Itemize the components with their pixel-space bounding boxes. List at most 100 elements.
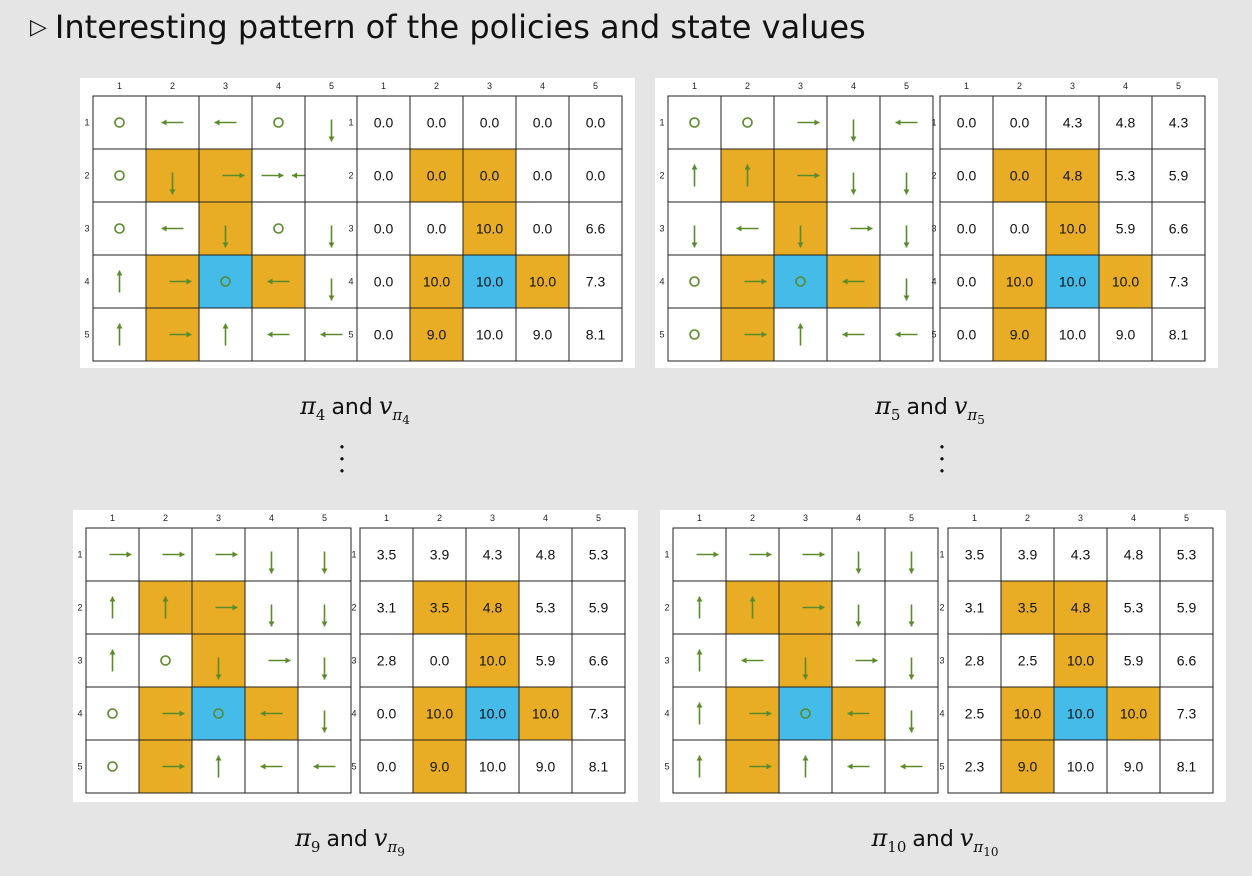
value-cell xyxy=(1053,633,1108,688)
left-arrow-icon xyxy=(267,331,290,338)
right-arrow-icon xyxy=(749,763,772,770)
value-row-header: 4 xyxy=(351,709,356,719)
down-arrow-icon xyxy=(321,604,328,627)
value-cell xyxy=(1045,201,1100,256)
down-arrow-icon xyxy=(268,604,275,627)
policy-cell xyxy=(251,201,306,256)
down-arrow-icon xyxy=(908,551,915,574)
state-value: 5.9 xyxy=(1116,221,1136,237)
right-arrow-icon xyxy=(215,551,238,558)
state-value: 8.1 xyxy=(586,327,606,343)
value-row-header: 5 xyxy=(348,330,353,340)
right-arrow-icon xyxy=(162,710,185,717)
value-cell xyxy=(1098,95,1153,150)
value-cell xyxy=(356,201,411,256)
state-value: 0.0 xyxy=(427,168,447,184)
state-value: 0.0 xyxy=(374,327,394,343)
state-value: 6.6 xyxy=(1177,653,1197,669)
value-cell xyxy=(992,307,1047,362)
policy-col-header: 1 xyxy=(110,513,115,523)
policy-cell xyxy=(92,148,147,203)
state-value: 0.0 xyxy=(533,115,553,131)
state-value: 7.3 xyxy=(1169,274,1189,290)
policy-cell xyxy=(85,739,140,794)
stay-circle-icon xyxy=(800,708,811,719)
state-value: 10.0 xyxy=(1067,759,1094,775)
state-value: 10.0 xyxy=(479,653,506,669)
value-cell xyxy=(1053,739,1108,794)
state-value: 9.0 xyxy=(533,327,553,343)
panel-pi9: 1 2 3 4 5 1 2 3 4 5 1 2 3 4 5 1 2 3 4 5 3.5 3.9 4.3 4.8 5.3 3.1 3.… xyxy=(73,510,638,802)
value-col-header: 3 xyxy=(490,513,495,523)
right-arrow-icon xyxy=(850,225,873,232)
policy-row-header: 4 xyxy=(84,277,89,287)
value-cell xyxy=(412,739,467,794)
value-cell xyxy=(356,148,411,203)
value-col-header: 2 xyxy=(1025,513,1030,523)
state-value: 10.0 xyxy=(476,274,503,290)
state-value: 10.0 xyxy=(1120,706,1147,722)
state-value: 0.0 xyxy=(480,168,500,184)
left-arrow-icon xyxy=(847,710,870,717)
value-cell xyxy=(409,307,464,362)
left-arrow-icon xyxy=(161,119,184,126)
state-value: 4.3 xyxy=(1071,547,1091,563)
value-cell xyxy=(1045,254,1100,309)
state-value: 10.0 xyxy=(529,274,556,290)
policy-col-header: 4 xyxy=(276,81,281,91)
value-col-header: 1 xyxy=(381,81,386,91)
caption-pi5: π5 and vπ5 xyxy=(875,392,985,427)
state-value: 0.0 xyxy=(1010,168,1030,184)
right-arrow-icon xyxy=(162,763,185,770)
left-arrow-icon xyxy=(260,710,283,717)
down-arrow-icon xyxy=(903,278,910,301)
value-col-header: 2 xyxy=(1017,81,1022,91)
value-row-header: 1 xyxy=(939,550,944,560)
state-value: 0.0 xyxy=(1010,221,1030,237)
policy-col-header: 4 xyxy=(856,513,861,523)
stay-circle-icon xyxy=(689,329,700,340)
panel-pi4: 1 2 3 4 5 1 2 3 4 5 1 2 3 4 5 1 2 3 4 5 0.0 0.0 0.0 0.0 0.0 0.0 0.… xyxy=(80,78,635,368)
right-arrow-icon xyxy=(268,657,291,664)
stay-circle-icon xyxy=(273,117,284,128)
policy-row-header: 2 xyxy=(659,171,664,181)
state-value: 0.0 xyxy=(957,168,977,184)
state-value: 5.9 xyxy=(1177,600,1197,616)
panel-pi5-figure: 1 2 3 4 5 1 2 3 4 5 1 2 3 4 5 1 2 3 4 5 0.0 0.0 4.3 4.8 4.3 0.0 0.… xyxy=(659,81,1206,362)
right-arrow-icon xyxy=(797,119,820,126)
stay-circle-icon xyxy=(107,761,118,772)
value-row-header: 2 xyxy=(939,603,944,613)
policy-row-header: 3 xyxy=(659,224,664,234)
value-cell xyxy=(1159,580,1214,635)
state-value: 0.0 xyxy=(377,759,397,775)
right-arrow-icon xyxy=(797,172,820,179)
value-cell xyxy=(1000,739,1055,794)
value-cell xyxy=(356,307,411,362)
value-cell xyxy=(518,739,573,794)
up-arrow-icon xyxy=(116,323,123,346)
state-value: 4.8 xyxy=(1063,168,1083,184)
value-col-header: 1 xyxy=(964,81,969,91)
stay-circle-icon xyxy=(273,223,284,234)
right-arrow-icon xyxy=(855,657,878,664)
up-arrow-icon xyxy=(109,649,116,672)
policy-col-header: 5 xyxy=(909,513,914,523)
state-value: 5.9 xyxy=(536,653,556,669)
right-arrow-icon xyxy=(802,604,825,611)
state-value: 5.3 xyxy=(1116,168,1136,184)
down-arrow-icon xyxy=(908,657,915,680)
policy-cell xyxy=(92,95,147,150)
value-row-header: 1 xyxy=(931,118,936,128)
slide-heading: ▷ Interesting pattern of the policies and… xyxy=(30,8,866,46)
caption-pi5-pi-sub: 5 xyxy=(890,405,901,424)
policy-cell xyxy=(667,95,722,150)
value-cell xyxy=(465,686,520,741)
policy-col-header: 3 xyxy=(216,513,221,523)
state-value: 2.5 xyxy=(1018,653,1038,669)
state-value: 6.6 xyxy=(589,653,609,669)
caption-pi4-v-sub: 4 xyxy=(402,412,410,427)
value-row-header: 5 xyxy=(351,762,356,772)
policy-row-header: 3 xyxy=(77,656,82,666)
value-cell xyxy=(1053,686,1108,741)
down-arrow-icon xyxy=(328,225,335,248)
